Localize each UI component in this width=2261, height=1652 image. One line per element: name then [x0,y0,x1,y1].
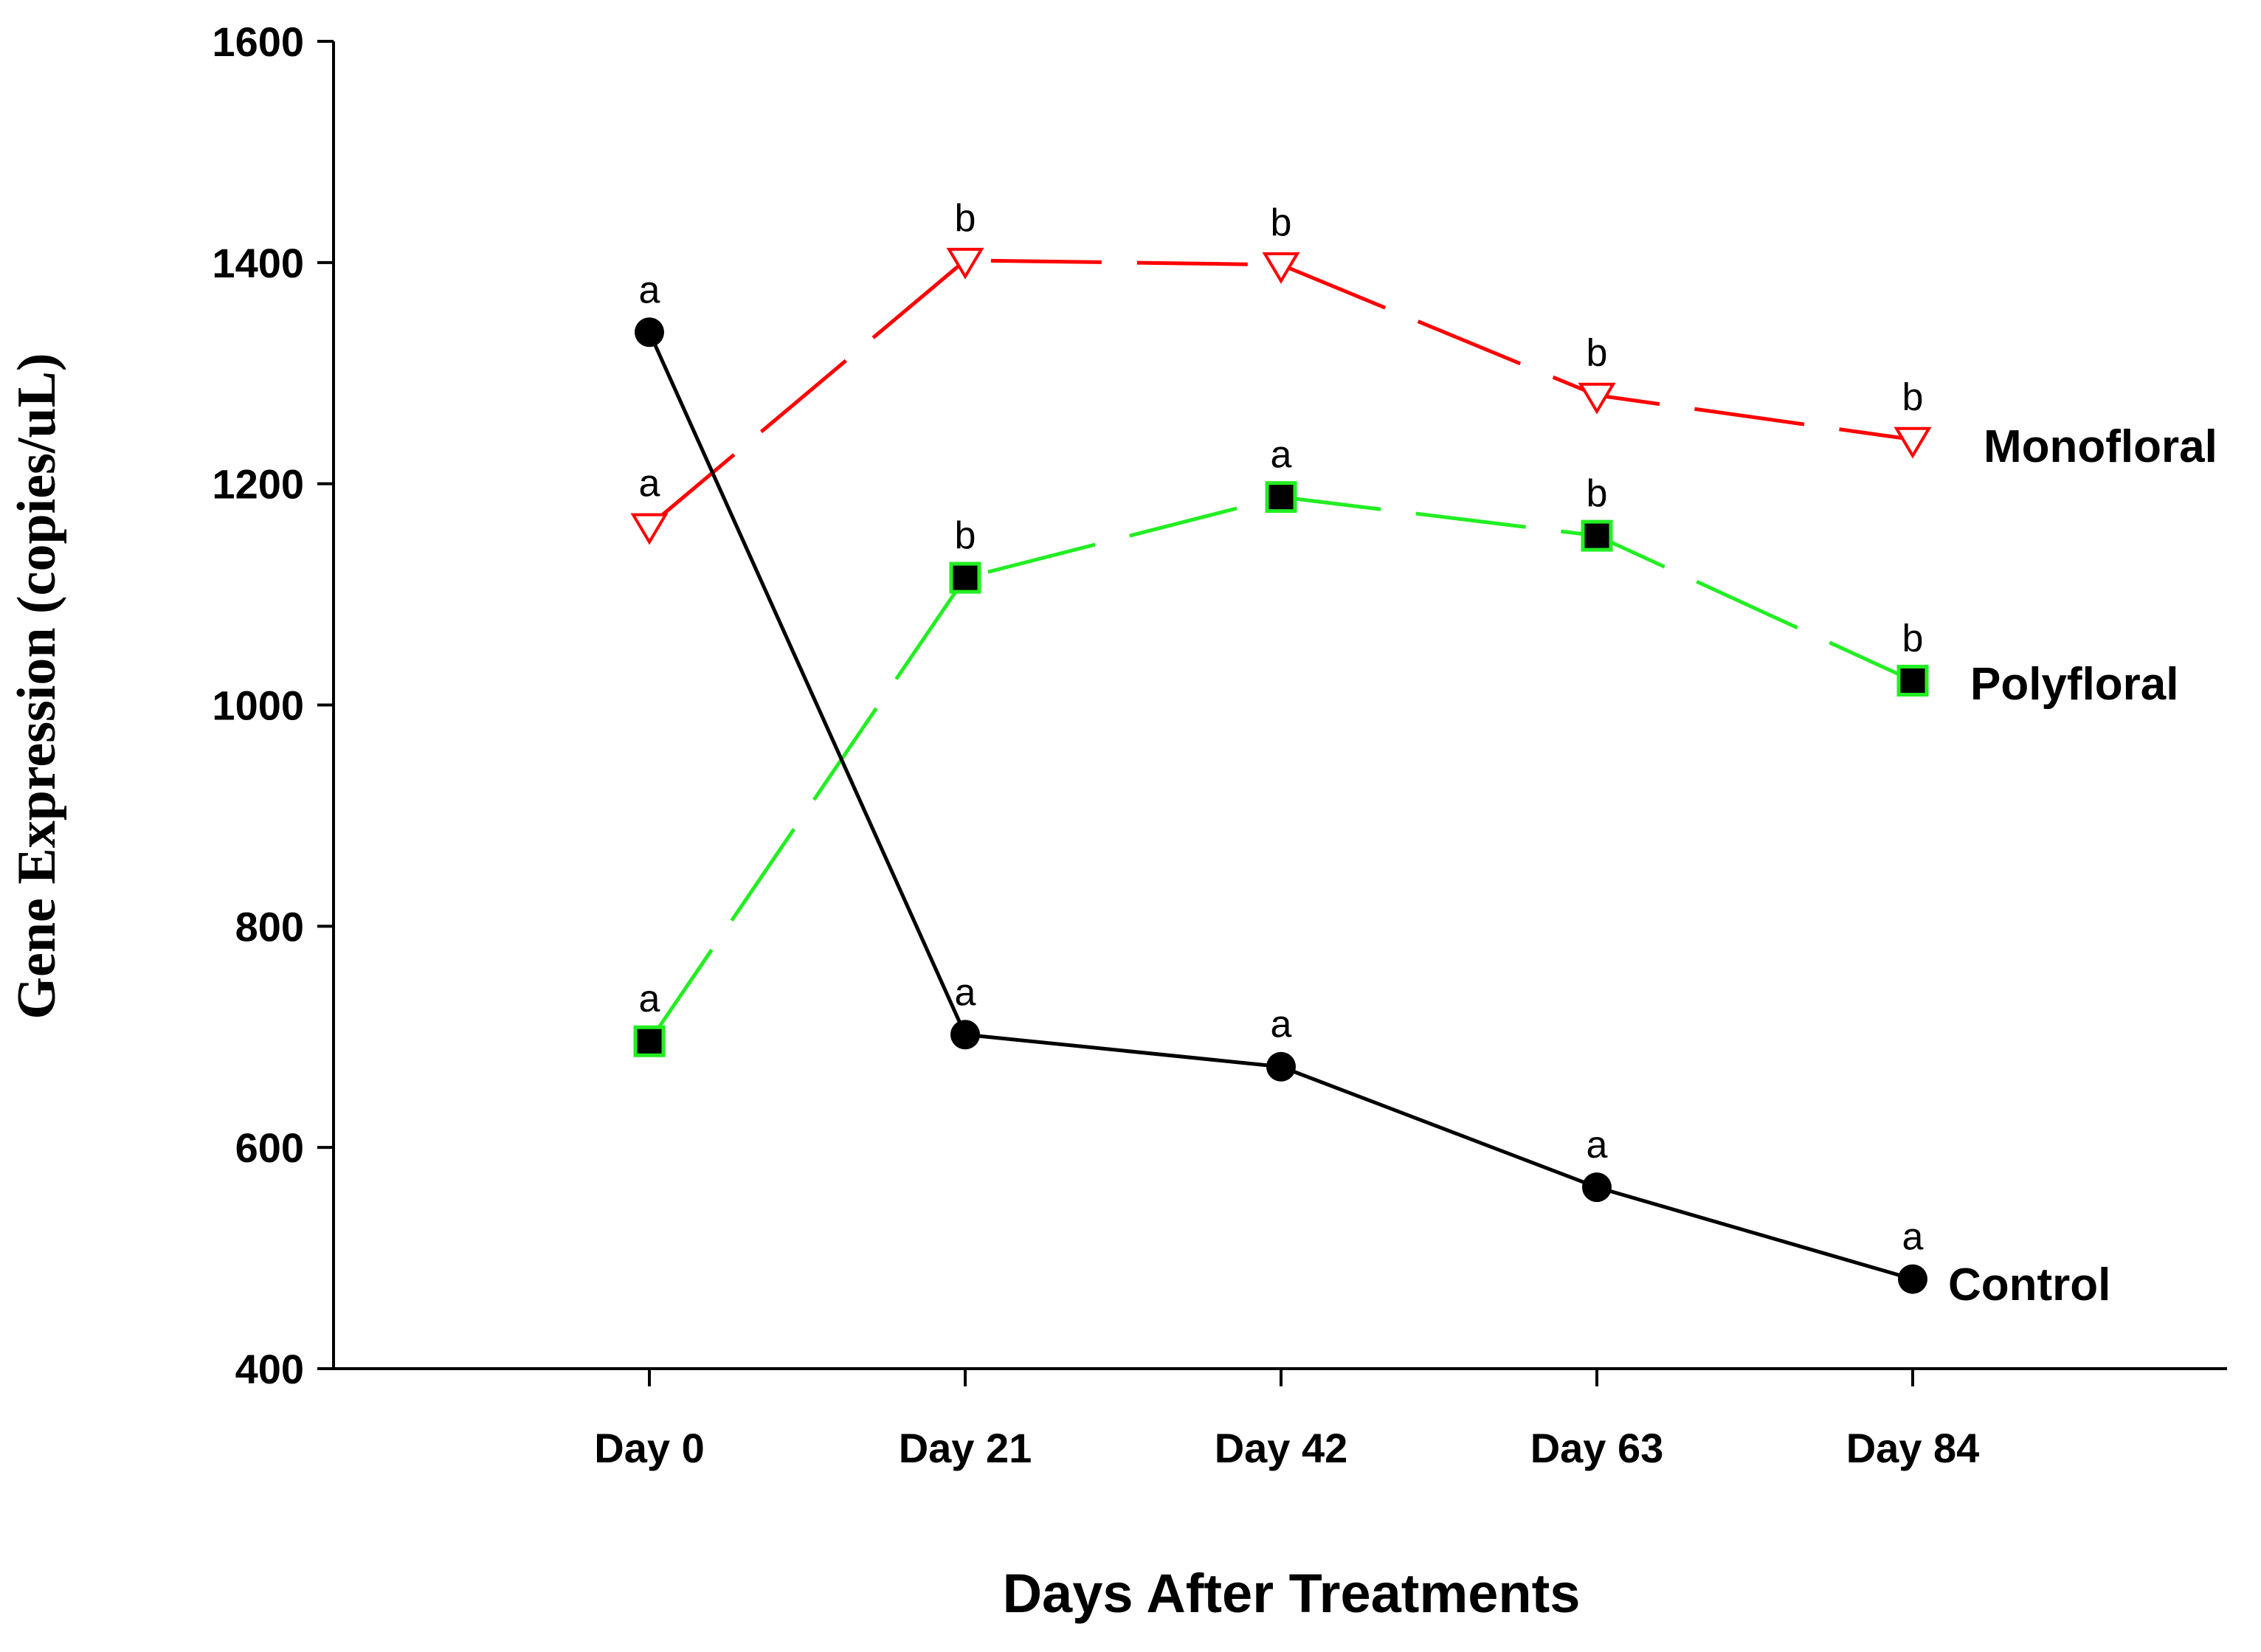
monofloral-sig-label: b [1271,201,1292,244]
polyfloral-point [1265,481,1297,514]
monofloral-line [648,258,1913,528]
monofloral-point [1578,382,1616,415]
control-sig-label: a [1587,1124,1608,1167]
x-tick-label: Day 0 [594,1425,704,1471]
monofloral-sig-label: b [1902,376,1924,419]
control-sig-label: a [955,971,976,1014]
x-tick-label: Day 42 [1215,1425,1348,1471]
y-tick-label: 1200 [212,461,304,508]
y-axis-title: Gene Expression (copies/uL) [7,353,67,1019]
control-series-label: Control [1948,1259,2110,1310]
control-sig-label: a [639,269,660,311]
control-point [1266,1051,1296,1082]
series-layer: a b b b b Monofloral a b a b b Polyfloral a a a a a Contr… [630,197,2217,1310]
polyfloral-point [633,1025,666,1057]
polyfloral-point [949,561,981,594]
control-point [635,317,664,348]
x-axis-title: Days After Treatments [1003,1563,1581,1624]
monofloral-point [946,247,984,280]
monofloral-point [1262,252,1300,284]
control-sig-label: a [1271,1003,1292,1046]
polyfloral-series: a b a b b Polyfloral [633,434,2179,1057]
polyfloral-line [647,495,1914,1043]
control-point [950,1020,980,1050]
control-point [1898,1264,1927,1294]
x-tick-label: Day 21 [899,1425,1032,1471]
monofloral-series-label: Monofloral [1984,421,2217,472]
control-point [1582,1172,1612,1203]
x-tick-label: Day 63 [1530,1425,1664,1471]
monofloral-sig-label: a [639,463,660,505]
polyfloral-sig-label: b [1587,472,1608,515]
control-sig-label: a [1902,1216,1924,1259]
y-tick-label: 600 [235,1124,304,1171]
polyfloral-series-label: Polyfloral [1970,659,2179,710]
polyfloral-point [1581,519,1613,552]
monofloral-series: a b b b b Monofloral [630,197,2217,545]
control-series: a a a a a Control [635,269,2110,1310]
polyfloral-sig-label: a [1271,434,1292,477]
monofloral-point [1894,426,1932,459]
monofloral-sig-label: b [1587,332,1608,375]
x-tick-label: Day 84 [1846,1425,1980,1471]
polyfloral-sig-label: b [1902,618,1924,660]
polyfloral-sig-label: b [955,514,976,557]
y-tick-label: 400 [235,1346,304,1392]
axes: 400 600 800 1000 1200 1400 1600 Day 0 Day 21 Day … [212,18,2227,1471]
polyfloral-sig-label: a [639,978,660,1020]
y-tick-label: 1400 [212,240,304,286]
y-tick-label: 1600 [212,18,304,65]
y-tick-label: 800 [235,903,304,950]
monofloral-sig-label: b [955,197,976,240]
polyfloral-point [1896,665,1929,697]
monofloral-point [630,513,669,545]
y-tick-label: 1000 [212,682,304,729]
